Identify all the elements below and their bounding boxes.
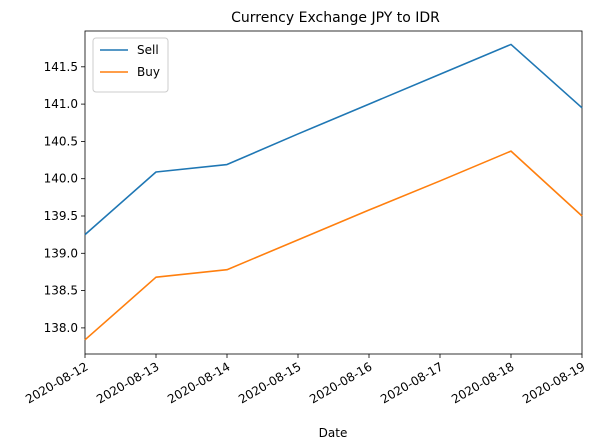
legend-label-sell: Sell (137, 43, 159, 57)
y-tick-label: 138.5 (44, 284, 78, 298)
y-tick-label: 141.0 (44, 97, 78, 111)
y-tick-label: 138.0 (44, 321, 78, 335)
y-tick-label: 140.5 (44, 134, 78, 148)
y-axis: 138.0 138.5 139.0 139.5 140.0 140.5 141.0 141.5 (44, 60, 85, 335)
y-tick-label: 140.0 (44, 172, 78, 186)
y-tick-label: 139.0 (44, 246, 78, 260)
x-axis-label: Date (319, 426, 348, 440)
series-line-buy (84, 150, 583, 341)
x-tick-label: 2020-08-12 (23, 359, 90, 406)
x-axis: 2020-08-12 2020-08-13 2020-08-14 2020-08-15… (23, 354, 588, 406)
x-tick-label: 2020-08-18 (449, 359, 516, 406)
x-tick-label: 2020-08-14 (165, 359, 232, 406)
plot-frame (84, 30, 583, 355)
legend: Sell Buy (92, 37, 169, 93)
x-tick-label: 2020-08-19 (520, 359, 587, 406)
legend-box (92, 37, 169, 93)
legend-label-buy: Buy (137, 65, 160, 79)
x-tick-label: 2020-08-13 (94, 359, 161, 406)
plot-area (84, 30, 583, 355)
series-layer (84, 43, 583, 341)
x-tick-label: 2020-08-17 (378, 359, 445, 406)
x-tick-label: 2020-08-16 (307, 359, 374, 406)
y-tick-label: 141.5 (44, 60, 78, 74)
series-line-sell (84, 43, 583, 236)
x-tick-label: 2020-08-15 (236, 359, 303, 406)
y-tick-label: 139.5 (44, 209, 78, 223)
chart-title: Currency Exchange JPY to IDR (231, 10, 440, 26)
